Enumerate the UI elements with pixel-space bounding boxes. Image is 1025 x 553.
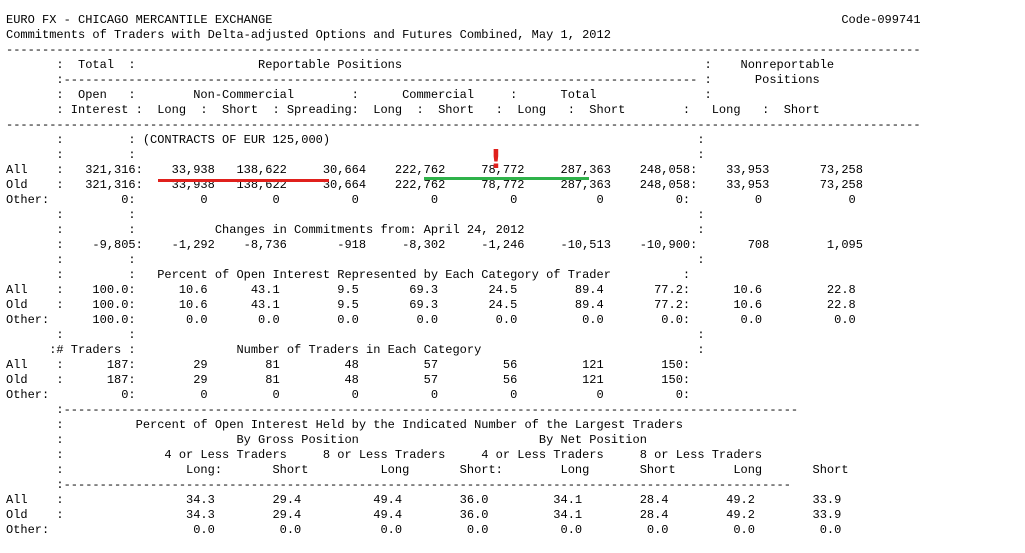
data-row: : -9,805: -1,292 -8,736 -918 -8,302 -1,2… — [6, 238, 863, 252]
data-row: Other: 0.0 0.0 0.0 0.0 0.0 0.0 0.0 0.0 — [6, 523, 842, 537]
header-line: : By Gross Position By Net Position — [6, 433, 647, 447]
section-heading-line: :# Traders : Number of Traders in Each C… — [6, 343, 705, 357]
separator-line: ----------------------------------------… — [6, 43, 921, 57]
data-row: Old : 100.0: 10.6 43.1 9.5 69.3 24.5 89.… — [6, 298, 856, 312]
green-underline-annotation — [424, 177, 589, 180]
spacer-line: : : : — [6, 328, 705, 342]
report-title-line: EURO FX - CHICAGO MERCANTILE EXCHANGE Co… — [6, 13, 921, 27]
data-row: All : 100.0: 10.6 43.1 9.5 69.3 24.5 89.… — [6, 283, 856, 297]
data-row: All : 321,316: 33,938 138,622 30,664 222… — [6, 163, 863, 177]
spacer-line: : : : — [6, 148, 705, 162]
exclamation-annotation: ! — [490, 145, 502, 175]
data-row: All : 34.3 29.4 49.4 36.0 34.1 28.4 49.2… — [6, 493, 842, 507]
separator-line: :---------------------------------------… — [6, 478, 791, 492]
section-heading-line: : Percent of Open Interest Held by the I… — [6, 418, 683, 432]
spacer-line: : : : — [6, 253, 705, 267]
cot-report-text: EURO FX - CHICAGO MERCANTILE EXCHANGE Co… — [6, 13, 921, 538]
separator-line: ----------------------------------------… — [6, 118, 921, 132]
header-line: : Total : Reportable Positions : Nonrepo… — [6, 58, 835, 72]
header-line: : 4 or Less Traders 8 or Less Traders 4 … — [6, 448, 763, 462]
section-heading-line: : : Changes in Commitments from: April 2… — [6, 223, 705, 237]
header-line: : Open : Non-Commercial : Commercial : T… — [6, 88, 712, 102]
data-row: Old : 187: 29 81 48 57 56 121 150: — [6, 373, 691, 387]
section-heading-line: : : Percent of Open Interest Represented… — [6, 268, 691, 282]
spacer-line: : : : — [6, 208, 705, 222]
separator-line: :---------------------------------------… — [6, 403, 799, 417]
header-line: :---------------------------------------… — [6, 73, 820, 87]
red-underline-annotation — [158, 179, 329, 182]
data-row: Old : 321,316: 33,938 138,622 30,664 222… — [6, 178, 863, 192]
data-row: Other: 0: 0 0 0 0 0 0 0: — [6, 388, 691, 402]
report-subtitle-line: Commitments of Traders with Delta-adjust… — [6, 28, 611, 42]
data-row: Old : 34.3 29.4 49.4 36.0 34.1 28.4 49.2… — [6, 508, 842, 522]
data-row: All : 187: 29 81 48 57 56 121 150: — [6, 358, 691, 372]
data-row: Other: 0: 0 0 0 0 0 0 0: 0 0 — [6, 193, 856, 207]
data-row: Other: 100.0: 0.0 0.0 0.0 0.0 0.0 0.0 0.… — [6, 313, 856, 327]
units-line: : : (CONTRACTS OF EUR 125,000) : — [6, 133, 705, 147]
header-line: : Long: Short Long Short: Long Short Lon… — [6, 463, 849, 477]
header-line: : Interest : Long : Short : Spreading: L… — [6, 103, 820, 117]
